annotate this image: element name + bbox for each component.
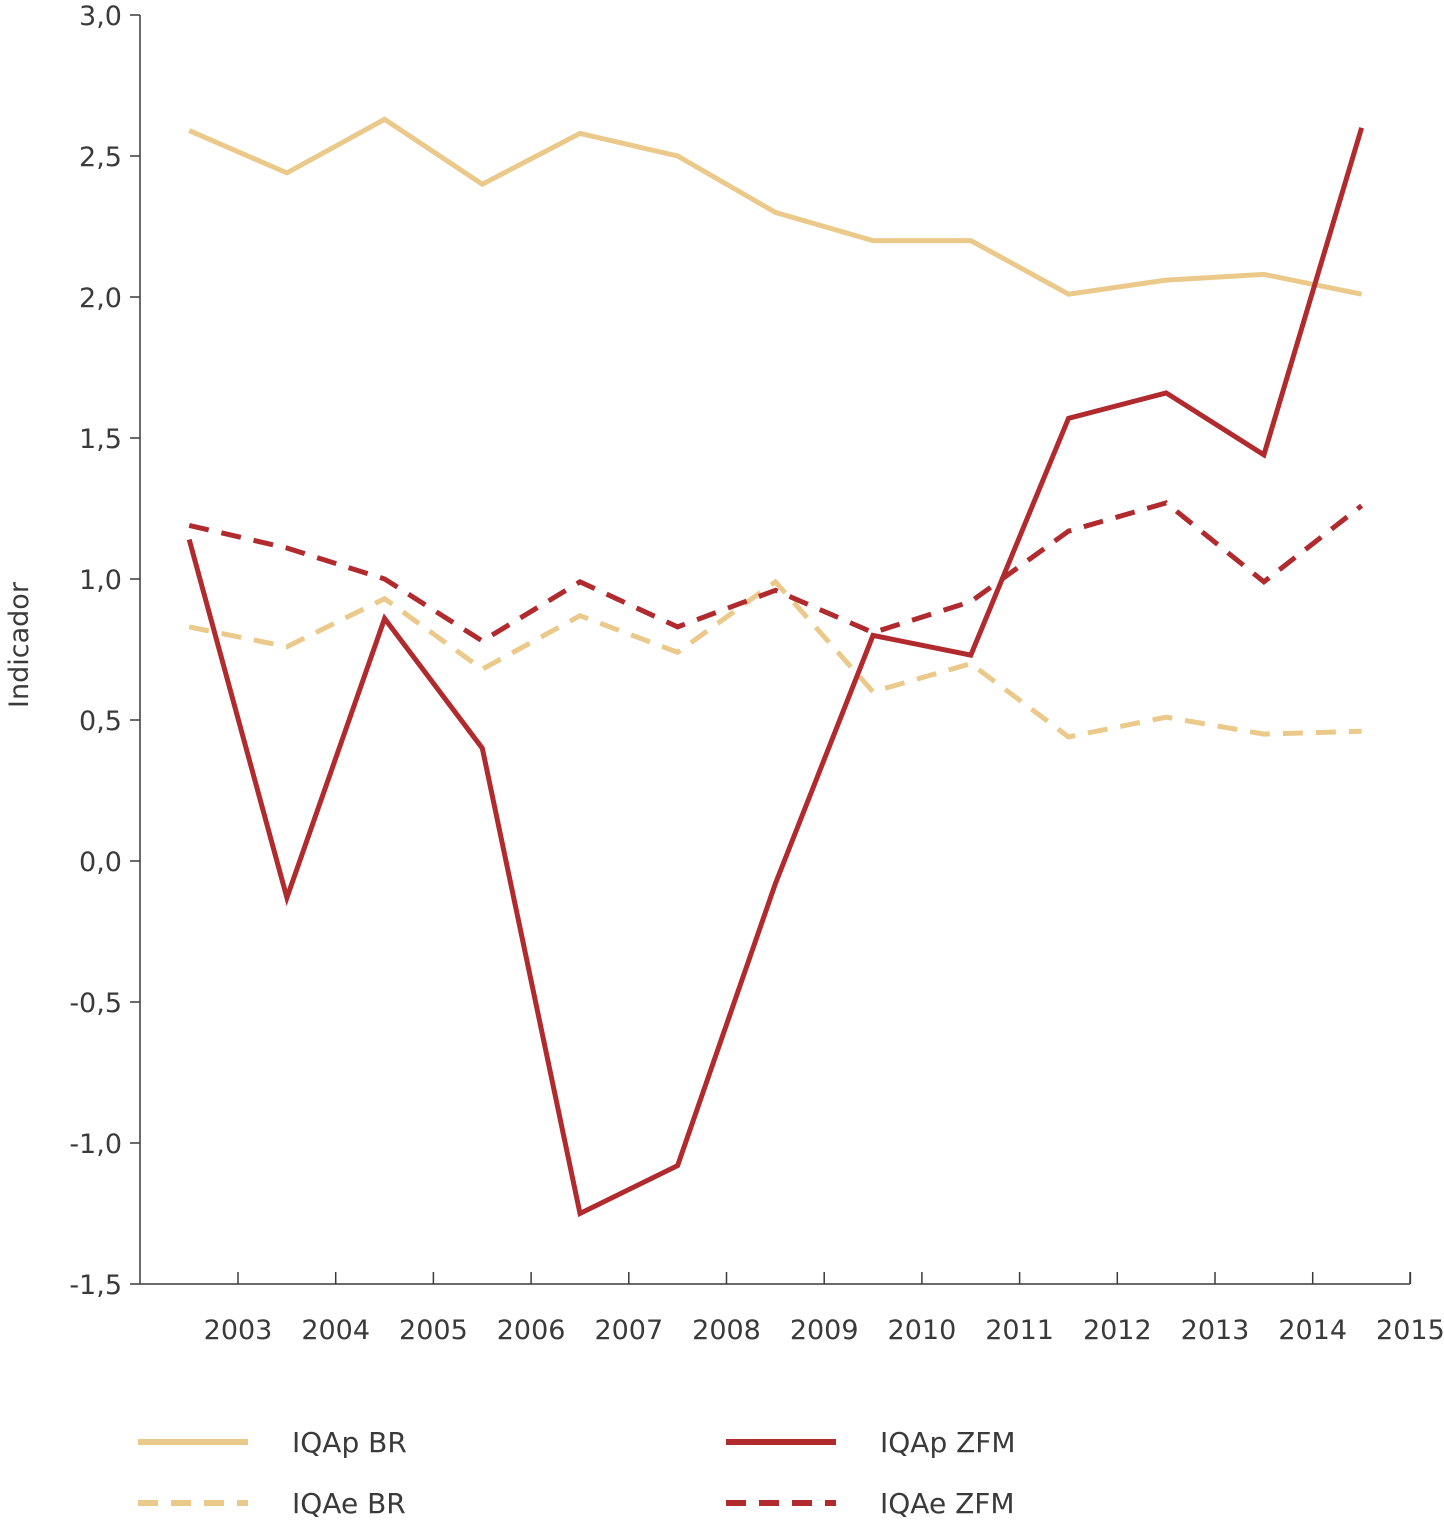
x-tick-label: 2011 [985,1315,1054,1346]
x-axis: 2003 2004 2005 2006 2007 2008 2009 2010 2011 2012… [140,1272,1444,1346]
y-tick-label: 2,5 [79,142,122,173]
legend-label: IQAe BR [292,1486,406,1520]
x-tick-label: 2008 [692,1315,761,1346]
series-layer [186,116,1364,1218]
x-tick-label: 2013 [1181,1315,1250,1346]
legend-item-iqap-zfm: IQAp ZFM [726,1422,1016,1462]
y-tick-label: 1,0 [79,565,122,596]
x-tick-label: 2015 [1376,1315,1444,1346]
legend-swatch-iqae-br [138,1500,248,1506]
y-tick-label: 1,5 [79,424,122,455]
y-tick-label: 3,0 [79,1,122,32]
series-line-iqae-br [188,578,1362,740]
legend-item-iqae-zfm: IQAe ZFM [726,1483,1015,1523]
legend-swatch-iqap-br [138,1439,248,1445]
x-tick-label: 2012 [1083,1315,1152,1346]
y-axis: 3,0 2,5 2,0 1,5 1,0 0,5 0,0 -0,5 -1,0 -1,5 [69,1,141,1301]
x-tick-label: 2014 [1278,1315,1347,1346]
y-tick-label: 0,0 [79,847,122,878]
x-tick-label: 2005 [399,1315,468,1346]
x-tick-label: 2007 [594,1315,663,1346]
series-line-iqap-br [188,116,1363,297]
legend: IQAp BR IQAe BR IQAp ZFM IQAe ZFM [0,1405,1444,1523]
y-axis-label: Indicador [4,581,35,708]
y-tick-label: -0,5 [69,988,122,1019]
x-tick-label: 2006 [497,1315,566,1346]
legend-item-iqae-br: IQAe BR [138,1483,406,1523]
y-tick-label: -1,0 [69,1129,122,1160]
y-tick-label: 0,5 [79,706,122,737]
y-tick-label: 2,0 [79,283,122,314]
x-tick-label: 2003 [204,1315,273,1346]
x-tick-label: 2004 [301,1315,370,1346]
legend-swatch-iqae-zfm [726,1500,836,1506]
series-line-iqap-zfm [186,127,1364,1218]
legend-label: IQAp ZFM [880,1425,1016,1459]
y-tick-label: -1,5 [69,1270,122,1301]
line-chart: 3,02,52,01,51,00,50,0-0,5-1,0-1,5 2003 20… [4,1,1444,1346]
series-line-iqae-zfm [188,500,1364,644]
legend-label: IQAe ZFM [880,1486,1015,1520]
legend-label: IQAp BR [292,1425,407,1459]
legend-swatch-iqap-zfm [726,1439,836,1445]
x-tick-label: 2010 [888,1315,957,1346]
x-tick-label: 2009 [790,1315,859,1346]
legend-item-iqap-br: IQAp BR [138,1422,407,1462]
